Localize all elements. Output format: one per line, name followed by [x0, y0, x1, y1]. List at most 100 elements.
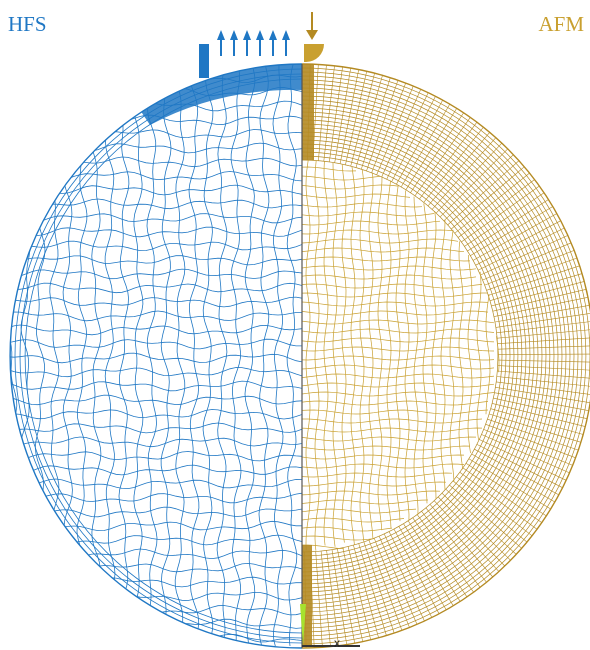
afm-radial	[457, 179, 535, 238]
afm-radial	[497, 329, 590, 339]
hfs-mesh-line	[10, 451, 303, 462]
afm-inner-line	[302, 283, 483, 289]
afm-ring	[302, 143, 515, 569]
afm-radial	[496, 376, 590, 387]
afm-radial	[497, 345, 590, 350]
hfs-top-dense-band	[140, 64, 302, 125]
afm-radial	[484, 250, 575, 286]
afm-radial	[480, 235, 569, 276]
afm-radial	[481, 434, 570, 474]
afm-radial	[416, 514, 474, 593]
afm-inner-line	[422, 203, 428, 504]
afm-radial	[490, 408, 584, 435]
hfs-mesh-line	[188, 64, 200, 647]
afm-radial	[451, 166, 525, 230]
hfs-mesh-line	[258, 64, 270, 647]
afm-radial	[465, 463, 547, 517]
afm-radial	[366, 80, 399, 171]
hfs-mesh-line	[10, 380, 303, 392]
hfs-mesh-line	[132, 64, 144, 647]
hfs-mesh-line	[10, 478, 303, 490]
up-arrow-icon	[230, 30, 238, 56]
afm-inner-line	[302, 463, 465, 469]
afm-ring	[302, 131, 527, 581]
afm-radial	[471, 453, 556, 503]
afm-inner-line	[458, 241, 464, 470]
afm-radial	[326, 550, 339, 646]
afm-inner-line	[302, 526, 393, 532]
afm-radial	[486, 257, 578, 291]
afm-radial	[443, 154, 514, 222]
up-arrow-icon	[243, 30, 251, 56]
afm-inner-line	[440, 219, 446, 490]
afm-radial	[353, 545, 379, 638]
afm-inner-line	[302, 301, 489, 307]
afm-inner-line	[302, 211, 435, 217]
afm-radial	[464, 192, 545, 247]
afm-radial	[423, 127, 484, 203]
afm-radial	[497, 359, 590, 363]
afm-ring	[302, 67, 590, 645]
afm-inner-line	[302, 409, 489, 415]
afm-radial	[405, 108, 457, 190]
afm-radial	[410, 112, 464, 193]
afm-radial	[491, 281, 585, 307]
afm-radial	[459, 472, 538, 530]
afm-radial	[398, 526, 447, 611]
afm-radial	[350, 73, 375, 167]
afm-ring	[302, 155, 503, 557]
afm-radial	[396, 99, 443, 185]
afm-inner-line	[302, 256, 471, 262]
afm-ring	[302, 79, 579, 633]
afm-radial	[496, 381, 590, 395]
afm-radial	[468, 458, 551, 510]
afm-radial	[467, 199, 549, 252]
afm-inner-line	[404, 190, 410, 521]
afm-radial	[482, 242, 572, 281]
afm-radial	[479, 439, 567, 481]
hfs-mesh-line	[10, 338, 302, 350]
hfs-mesh-line	[202, 64, 214, 647]
afm-radial	[425, 507, 487, 583]
afm-inner-line	[431, 211, 437, 500]
afm-radial	[495, 387, 590, 403]
afm-inner-line	[302, 337, 495, 343]
afm-radial	[462, 467, 542, 523]
afm-radial	[419, 122, 478, 200]
hfs-mesh-line	[10, 506, 303, 518]
afm-inner-line	[302, 445, 471, 451]
hfs-mesh-line	[10, 226, 303, 238]
hfs-mesh-line	[10, 464, 303, 476]
afm-radial	[461, 185, 540, 243]
afm-radial	[433, 500, 500, 572]
afm-radial	[475, 220, 561, 266]
afm-top-dense-block	[302, 64, 314, 160]
afm-radial	[474, 448, 560, 496]
afm-inner-line	[386, 180, 392, 529]
afm-radial	[427, 132, 490, 207]
afm-radial	[329, 66, 343, 162]
afm-inner-line	[323, 161, 329, 546]
afm-inner-line	[302, 373, 495, 379]
afm-inner-line	[302, 517, 405, 523]
afm-radial	[494, 305, 590, 323]
afm-radial	[456, 476, 533, 537]
hfs-mesh-line	[10, 352, 303, 364]
afm-ring	[302, 147, 511, 565]
afm-radial	[488, 265, 580, 296]
afm-ring	[302, 83, 575, 629]
afm-inner-line	[467, 254, 473, 454]
afm-mesh	[302, 64, 590, 648]
afm-label: AFM	[538, 12, 584, 36]
afm-radial	[347, 546, 371, 640]
afm-radial	[339, 69, 359, 164]
afm-radial	[495, 313, 590, 328]
hfs-outline	[9, 63, 303, 649]
afm-ring	[302, 159, 499, 553]
afm-radial	[393, 528, 440, 614]
hfs-mesh-line	[174, 64, 186, 647]
afm-indenter-head	[304, 44, 324, 62]
afm-radial	[445, 488, 517, 555]
afm-inner-line	[302, 472, 453, 478]
afm-inner-line	[302, 193, 411, 199]
